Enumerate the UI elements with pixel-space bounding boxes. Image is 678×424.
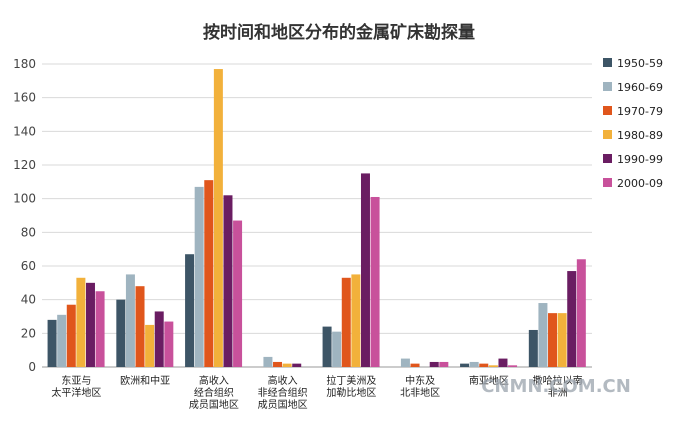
bar <box>567 271 577 367</box>
legend-label: 1980-89 <box>617 129 663 142</box>
bar <box>508 365 518 367</box>
bar <box>66 304 76 367</box>
legend-swatch <box>603 154 612 163</box>
bar <box>95 291 105 367</box>
bars <box>47 69 586 368</box>
bar <box>154 311 164 367</box>
category-label: 东亚与太平洋地区 <box>51 374 101 399</box>
bar <box>125 274 135 367</box>
bar <box>528 329 538 367</box>
legend-label: 1950-59 <box>617 57 663 70</box>
y-tick-label: 0 <box>28 360 36 374</box>
bar <box>213 69 223 368</box>
bar <box>460 363 470 367</box>
category-label: 高收入经合组织成员国地区 <box>189 374 239 411</box>
bar <box>135 286 145 367</box>
category-label: 拉丁美洲及加勒比地区 <box>326 374 376 399</box>
y-tick-label: 60 <box>21 259 36 273</box>
bar <box>233 220 243 367</box>
bar <box>116 299 126 367</box>
grid-lines <box>42 63 592 368</box>
y-tick-label: 20 <box>21 326 36 340</box>
bar <box>185 254 195 367</box>
bar <box>85 282 95 367</box>
bar <box>488 365 498 367</box>
bar <box>469 361 479 367</box>
y-tick-label: 40 <box>21 293 36 307</box>
bar <box>263 356 273 367</box>
axes: 0 20 40 60 80 100 120 140 160 180 东亚与太平洋地区 欧洲和中亚 高收入… <box>13 57 583 411</box>
bar <box>292 363 302 367</box>
bar <box>370 196 380 367</box>
bar <box>204 180 214 367</box>
bar <box>557 313 567 367</box>
y-tick-label: 160 <box>13 91 36 105</box>
category-label: 中东及北非地区 <box>400 374 440 399</box>
legend-label: 1960-69 <box>617 81 663 94</box>
bar <box>57 314 67 367</box>
bar <box>400 358 410 367</box>
bar <box>76 277 86 367</box>
legend-label: 1990-99 <box>617 153 663 166</box>
bar <box>548 313 558 367</box>
bar <box>429 361 439 367</box>
bar <box>332 331 342 367</box>
chart-title: 按时间和地区分布的金属矿床勘探量 <box>203 23 475 43</box>
bar <box>479 363 489 367</box>
bar <box>273 361 283 367</box>
watermark: CNMN.COM.CN <box>481 376 631 397</box>
legend-swatch <box>603 58 612 67</box>
bar <box>360 173 370 367</box>
bar <box>576 259 586 367</box>
bar <box>439 361 449 367</box>
bar <box>351 274 361 367</box>
bar <box>194 186 204 367</box>
category-label: 欧洲和中亚 <box>120 374 170 387</box>
y-tick-label: 180 <box>13 57 36 71</box>
category-label: 撒哈拉以南非洲 <box>533 374 583 399</box>
bar <box>164 321 174 367</box>
bar <box>341 277 351 367</box>
y-tick-label: 140 <box>13 124 36 138</box>
legend-swatch <box>603 178 612 187</box>
legend-swatch <box>603 130 612 139</box>
legend-swatch <box>603 82 612 91</box>
bar <box>223 195 233 367</box>
category-label: 南亚地区 <box>469 374 509 387</box>
legend: 1950-59 1960-69 1970-79 1980-89 1990-99 2000-… <box>603 57 663 190</box>
y-tick-label: 120 <box>13 158 36 172</box>
legend-swatch <box>603 106 612 115</box>
y-tick-label: 80 <box>21 225 36 239</box>
bar <box>498 358 508 367</box>
y-tick-label: 100 <box>13 192 36 206</box>
bar <box>282 363 292 367</box>
legend-label: 1970-79 <box>617 105 663 118</box>
bar <box>322 326 332 367</box>
category-label: 高收入非经合组织成员国地区 <box>258 374 308 411</box>
legend-label: 2000-09 <box>617 177 663 190</box>
bar <box>145 324 155 367</box>
bar <box>538 303 548 367</box>
bar <box>410 363 420 367</box>
bar <box>47 319 57 367</box>
